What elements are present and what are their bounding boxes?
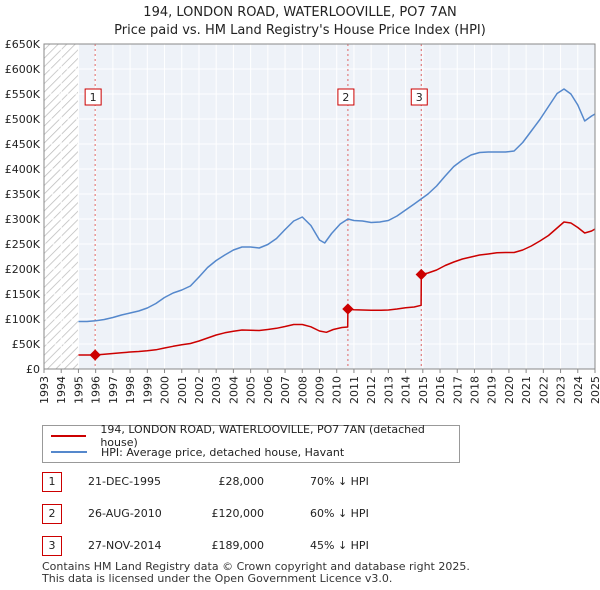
x-tick-label: 2021 bbox=[520, 376, 533, 404]
transaction-label-box bbox=[410, 88, 428, 106]
y-tick-label: £250K bbox=[5, 238, 41, 251]
y-tick-label: £550K bbox=[5, 88, 41, 101]
transaction-hpi-diff: 70% ↓ HPI bbox=[310, 475, 369, 488]
y-tick-label: £650K bbox=[5, 38, 41, 51]
x-tick-label: 1999 bbox=[141, 376, 154, 404]
chart-title: 194, LONDON ROAD, WATERLOOVILLE, PO7 7AN… bbox=[0, 4, 600, 40]
transaction-price: £120,000 bbox=[211, 507, 265, 520]
transaction-label-box bbox=[337, 88, 355, 106]
legend-line-hpi bbox=[51, 451, 87, 453]
legend: 194, LONDON ROAD, WATERLOOVILLE, PO7 7AN… bbox=[42, 423, 460, 463]
x-tick-label: 2017 bbox=[451, 376, 464, 404]
table-row: 3 27-NOV-2014 £189,000 45% ↓ HPI bbox=[42, 536, 402, 556]
x-tick-label: 2012 bbox=[365, 376, 378, 404]
x-tick-label: 2019 bbox=[486, 376, 499, 404]
x-tick-label: 2018 bbox=[468, 376, 481, 404]
x-tick-label: 2008 bbox=[296, 376, 309, 404]
legend-label-hpi: HPI: Average price, detached house, Hava… bbox=[101, 445, 345, 459]
table-row: 1 21-DEC-1995 £28,000 70% ↓ HPI bbox=[42, 472, 402, 492]
footer-line-2: This data is licensed under the Open Gov… bbox=[42, 572, 393, 585]
transaction-price: £189,000 bbox=[211, 539, 265, 552]
x-tick-label: 2007 bbox=[279, 376, 292, 404]
x-tick-label: 2000 bbox=[159, 376, 172, 404]
y-tick-label: £600K bbox=[5, 63, 41, 76]
y-tick-label: £0 bbox=[26, 363, 40, 376]
x-tick-label: 2023 bbox=[555, 376, 568, 404]
legend-label-property: 194, LONDON ROAD, WATERLOOVILLE, PO7 7AN… bbox=[100, 423, 425, 449]
x-tick-label: 2003 bbox=[210, 376, 223, 404]
x-tick-label: 2025 bbox=[589, 376, 600, 404]
y-tick-label: £450K bbox=[5, 138, 41, 151]
transaction-label: 1 bbox=[90, 91, 97, 104]
x-tick-label: 2024 bbox=[572, 376, 585, 404]
y-tick-label: £50K bbox=[12, 338, 41, 351]
y-tick-label: £350K bbox=[5, 188, 41, 201]
x-tick-label: 2013 bbox=[382, 376, 395, 404]
x-tick-label: 2006 bbox=[262, 376, 275, 404]
sale-marker bbox=[415, 268, 427, 281]
transaction-number-badge: 3 bbox=[42, 536, 62, 556]
x-tick-label: 2004 bbox=[227, 376, 240, 404]
y-tick-label: £150K bbox=[5, 288, 41, 301]
price-chart: 1 2 3 £0 £50K £100K £150K £200K £250K £300K £350K… bbox=[5, 38, 600, 404]
x-tick-label: 2002 bbox=[193, 376, 206, 404]
transaction-price: £28,000 bbox=[218, 475, 265, 488]
legend-line-property bbox=[51, 435, 87, 437]
footer-attribution: Contains HM Land Registry data © Crown c… bbox=[42, 561, 470, 585]
x-tick-label: 1998 bbox=[124, 376, 137, 404]
transaction-date: 21-DEC-1995 bbox=[88, 475, 162, 488]
x-tick-label: 1995 bbox=[72, 376, 85, 404]
x-tick-label: 1997 bbox=[107, 376, 120, 404]
transaction-hpi-diff: 60% ↓ HPI bbox=[310, 507, 369, 520]
transaction-label-box bbox=[84, 88, 102, 106]
y-tick-label: £400K bbox=[5, 163, 41, 176]
x-tick-label: 2014 bbox=[400, 376, 413, 404]
x-tick-label: 1996 bbox=[90, 376, 103, 404]
y-tick-label: £500K bbox=[5, 113, 41, 126]
y-tick-label: £200K bbox=[5, 263, 41, 276]
x-tick-label: 2011 bbox=[348, 376, 361, 404]
legend-item-hpi: HPI: Average price, detached house, Hava… bbox=[51, 444, 344, 460]
y-tick-label: £100K bbox=[5, 313, 41, 326]
table-row: 2 26-AUG-2010 £120,000 60% ↓ HPI bbox=[42, 504, 402, 524]
x-tick-label: 1994 bbox=[55, 376, 68, 404]
legend-item-property: 194, LONDON ROAD, WATERLOOVILLE, PO7 7AN… bbox=[51, 423, 459, 449]
chart-title-line-2: Price paid vs. HM Land Registry's House … bbox=[114, 23, 486, 38]
hpi-line bbox=[78, 88, 596, 323]
x-tick-label: 2020 bbox=[503, 376, 516, 404]
footer-line-1: Contains HM Land Registry data © Crown c… bbox=[42, 560, 470, 573]
x-tick-label: 2010 bbox=[331, 376, 344, 404]
chart-title-line-1: 194, LONDON ROAD, WATERLOOVILLE, PO7 7AN bbox=[143, 5, 457, 20]
transaction-number-badge: 2 bbox=[42, 504, 62, 524]
x-tick-label: 2016 bbox=[434, 376, 447, 404]
transaction-label: 3 bbox=[416, 91, 423, 104]
transaction-date: 27-NOV-2014 bbox=[88, 539, 162, 552]
x-tick-label: 1993 bbox=[38, 376, 51, 404]
transaction-hpi-diff: 45% ↓ HPI bbox=[310, 539, 369, 552]
transaction-date: 26-AUG-2010 bbox=[88, 507, 162, 520]
transaction-number-badge: 1 bbox=[42, 472, 62, 492]
x-tick-label: 2001 bbox=[176, 376, 189, 404]
sale-marker bbox=[342, 303, 354, 315]
x-tick-label: 2022 bbox=[537, 376, 550, 404]
x-tick-label: 2009 bbox=[314, 376, 327, 404]
transaction-label: 2 bbox=[342, 91, 349, 104]
y-tick-label: £300K bbox=[5, 213, 41, 226]
x-tick-label: 2015 bbox=[417, 376, 430, 404]
x-tick-label: 2005 bbox=[245, 376, 258, 404]
